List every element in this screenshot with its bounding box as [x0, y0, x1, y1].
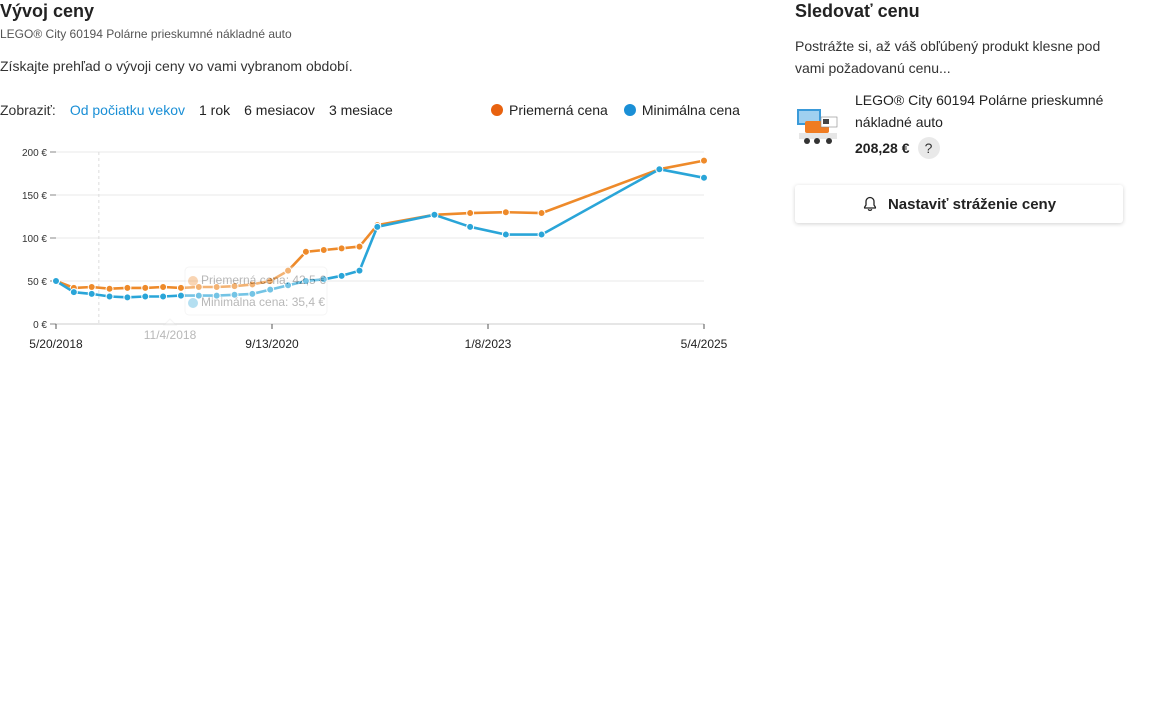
range-option-all-time[interactable]: Od počiatku vekov	[69, 102, 185, 118]
tooltip-date: 11/4/2018	[144, 328, 197, 342]
data-point-average	[176, 283, 185, 292]
data-point-minimum	[655, 165, 664, 174]
range-label: Zobraziť:	[0, 102, 56, 118]
data-point-minimum	[355, 266, 364, 275]
data-point-average	[123, 283, 132, 292]
data-point-average	[194, 283, 203, 292]
watched-product: LEGO® City 60194 Polárne prieskumné nákl…	[795, 89, 1125, 159]
data-point-minimum	[337, 271, 346, 280]
tooltip-average-text: Priemerná cena: 42,5 €	[201, 273, 326, 287]
data-point-average	[284, 266, 293, 275]
data-point-minimum	[52, 277, 60, 285]
x-tick-label: 5/20/2018	[29, 337, 83, 351]
data-point-minimum	[430, 210, 439, 219]
tooltip-minimum-text: Minimálna cena: 35,4 €	[201, 295, 325, 309]
data-point-average	[337, 244, 346, 253]
chart-legend: Priemerná cena Minimálna cena	[491, 102, 740, 118]
legend-item-average[interactable]: Priemerná cena	[491, 102, 608, 118]
data-point-minimum	[266, 285, 275, 294]
data-point-minimum	[141, 292, 150, 301]
data-point-average	[355, 242, 364, 251]
legend-label-average: Priemerná cena	[509, 102, 608, 118]
legend-label-minimum: Minimálna cena	[641, 102, 740, 118]
data-point-minimum	[700, 173, 708, 182]
data-point-average	[248, 280, 257, 289]
tooltip-minimum-dot-icon	[188, 298, 198, 308]
data-point-average	[700, 156, 708, 165]
product-price: 208,28 € ?	[855, 137, 940, 159]
data-point-minimum	[466, 222, 475, 231]
data-point-minimum	[176, 291, 185, 300]
data-point-minimum	[301, 277, 310, 285]
data-point-average	[159, 283, 168, 292]
data-point-average	[212, 283, 221, 292]
data-point-minimum	[159, 292, 168, 301]
data-point-average	[87, 283, 96, 292]
data-point-minimum	[123, 293, 132, 302]
data-point-average	[105, 284, 114, 293]
y-tick-label: 150 €	[22, 191, 47, 202]
range-option-6-months[interactable]: 6 mesiacov	[244, 102, 315, 118]
tooltip-box	[184, 266, 328, 316]
data-point-minimum	[537, 230, 546, 239]
range-option-3-months[interactable]: 3 mesiace	[328, 102, 393, 118]
data-point-average	[266, 277, 275, 285]
data-point-minimum	[194, 291, 203, 300]
chart-tooltip: Priemerná cena: 42,5 € Minimálna cena: 35…	[144, 266, 328, 342]
y-tick-label: 200 €	[22, 148, 47, 159]
watch-description: Postrážte si, až váš obľúbený produkt kl…	[795, 38, 1101, 76]
page-title: Vývoj ceny	[0, 1, 95, 21]
data-point-average	[466, 209, 475, 218]
data-point-minimum	[284, 281, 293, 290]
y-tick-label: 50 €	[28, 277, 48, 288]
bell-icon	[863, 196, 876, 212]
data-point-minimum	[230, 290, 239, 299]
product-name: LEGO® City 60194 Polárne prieskumné nákl…	[855, 92, 1104, 130]
y-tick-label: 0 €	[33, 320, 47, 331]
product-subtitle: LEGO® City 60194 Polárne prieskumné nákl…	[0, 27, 292, 41]
y-tick-label: 100 €	[22, 234, 47, 245]
data-point-average	[141, 283, 150, 292]
data-point-minimum	[87, 289, 96, 298]
data-point-average	[230, 282, 239, 291]
data-point-minimum	[319, 275, 328, 284]
tooltip-average-dot-icon	[188, 276, 198, 286]
help-icon[interactable]: ?	[917, 137, 940, 159]
data-point-minimum	[373, 222, 382, 231]
x-tick-label: 1/8/2023	[465, 337, 512, 351]
x-tick-label: 9/13/2020	[245, 337, 299, 351]
product-thumbnail	[797, 109, 838, 144]
range-selector: Zobraziť: Od počiatku vekov 1 rok 6 mesi…	[0, 102, 407, 118]
data-point-average	[319, 246, 328, 255]
data-point-minimum	[248, 289, 257, 298]
watch-title: Sledovať cenu	[795, 1, 920, 21]
set-price-alert-button[interactable]: Nastaviť stráženie ceny	[795, 185, 1123, 223]
tooltip-pointer-icon	[162, 318, 178, 326]
data-point-average	[501, 208, 510, 217]
set-price-alert-label: Nastaviť stráženie ceny	[887, 195, 1057, 213]
data-point-average	[301, 247, 310, 256]
range-option-1-year[interactable]: 1 rok	[199, 102, 231, 118]
data-point-minimum	[105, 292, 114, 301]
intro-text: Získajte prehľad o vývoji ceny vo vami v…	[0, 58, 353, 74]
x-tick-label: 5/4/2025	[681, 337, 728, 351]
minimum-dot-icon	[623, 104, 636, 116]
price-value: 208,28 €	[855, 140, 910, 156]
average-dot-icon	[491, 104, 503, 116]
data-point-average	[537, 209, 546, 218]
data-point-minimum	[212, 291, 221, 300]
price-chart[interactable]: 0 € 50 € 100 € 150 € 200 € 5/20/2018 9/13/2020…	[0, 138, 745, 360]
legend-item-minimum[interactable]: Minimálna cena	[623, 102, 740, 118]
data-point-minimum	[501, 230, 510, 239]
data-point-minimum	[69, 288, 78, 297]
